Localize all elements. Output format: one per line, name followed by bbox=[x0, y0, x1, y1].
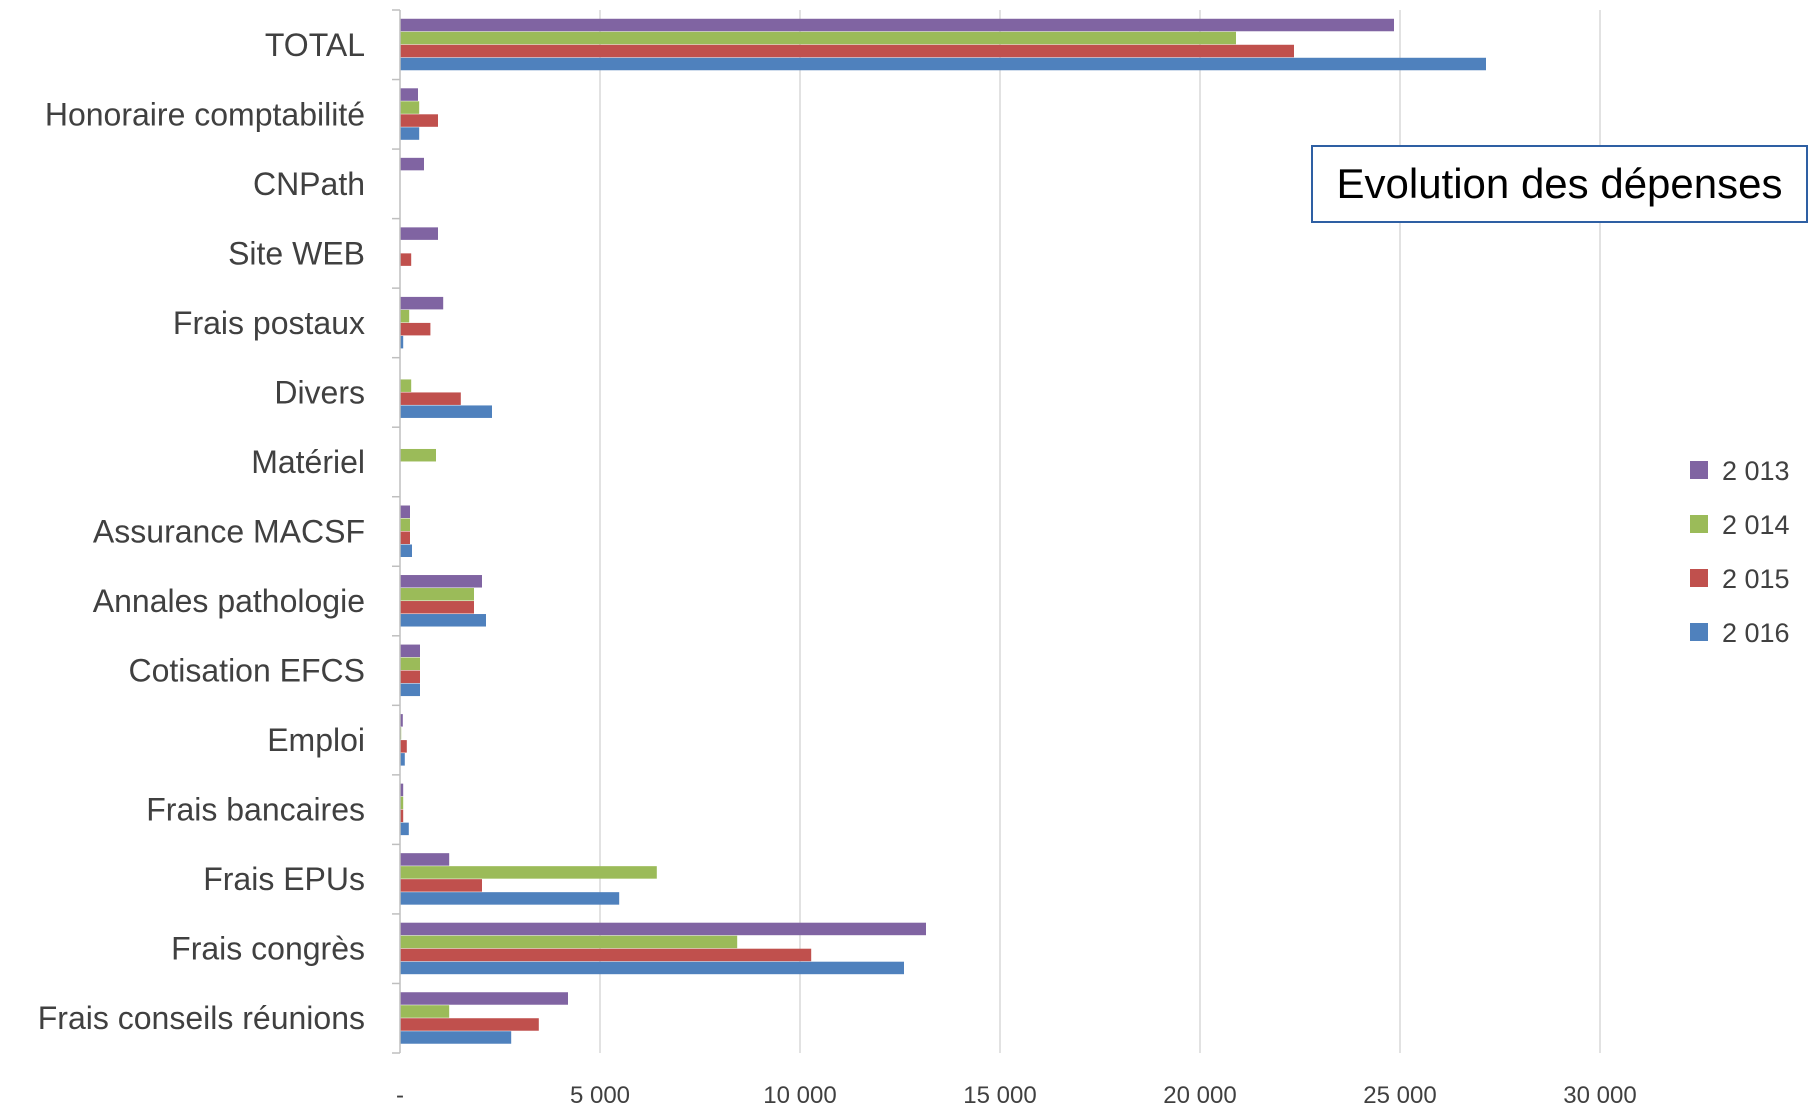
legend-swatch bbox=[1690, 461, 1708, 479]
bar bbox=[400, 588, 474, 601]
bar bbox=[400, 32, 1236, 45]
bar bbox=[400, 601, 474, 614]
legend-label: 2 015 bbox=[1722, 564, 1790, 594]
chart-title-box: Evolution des dépenses bbox=[1311, 145, 1808, 223]
bar bbox=[400, 866, 657, 879]
bar bbox=[400, 19, 1394, 32]
bar bbox=[400, 1018, 539, 1031]
bar bbox=[400, 127, 419, 140]
legend-label: 2 014 bbox=[1722, 510, 1790, 540]
bar bbox=[400, 1031, 511, 1044]
x-tick-label: 20 000 bbox=[1163, 1082, 1236, 1109]
x-tick-label: 15 000 bbox=[963, 1082, 1036, 1109]
bar bbox=[400, 88, 418, 101]
bar bbox=[400, 740, 407, 753]
bar bbox=[400, 645, 420, 658]
category-label: Annales pathologie bbox=[93, 583, 365, 619]
bar bbox=[400, 101, 419, 114]
bar bbox=[400, 684, 420, 697]
bar bbox=[400, 892, 619, 905]
bar bbox=[400, 853, 449, 866]
category-label: Matériel bbox=[251, 444, 365, 480]
category-label: Frais EPUs bbox=[203, 861, 365, 897]
bar bbox=[400, 962, 904, 975]
category-label: Honoraire comptabilité bbox=[45, 96, 365, 132]
bar bbox=[400, 532, 410, 545]
axes bbox=[392, 10, 400, 1053]
bar bbox=[400, 392, 461, 405]
legend-label: 2 013 bbox=[1722, 456, 1790, 486]
bar bbox=[400, 879, 482, 892]
bar bbox=[400, 923, 926, 936]
bar bbox=[400, 575, 482, 588]
bar bbox=[400, 545, 412, 558]
bar bbox=[400, 323, 430, 336]
legend: 2 013 2 014 2 015 2 016 bbox=[1690, 456, 1790, 648]
legend-swatch bbox=[1690, 569, 1708, 587]
legend-label: 2 016 bbox=[1722, 618, 1790, 648]
category-label: Frais congrès bbox=[171, 931, 365, 967]
bar bbox=[400, 506, 410, 519]
category-label: Frais bancaires bbox=[146, 792, 365, 828]
legend-swatch bbox=[1690, 515, 1708, 533]
category-label: Frais conseils réunions bbox=[38, 1000, 365, 1036]
category-labels: TOTAL Honoraire comptabilité CNPath Site WE… bbox=[38, 27, 365, 1036]
bar bbox=[400, 671, 420, 684]
bar bbox=[400, 519, 410, 532]
chart-title: Evolution des dépenses bbox=[1337, 160, 1783, 208]
x-tick-label: 10 000 bbox=[763, 1082, 836, 1109]
bar bbox=[400, 449, 436, 462]
bar bbox=[400, 253, 411, 266]
x-tick-labels: - 5 000 10 000 15 000 20 000 25 000 30 000 bbox=[396, 1082, 1637, 1109]
bar bbox=[400, 405, 492, 418]
category-label: Site WEB bbox=[228, 235, 365, 271]
x-tick-label: 5 000 bbox=[570, 1082, 630, 1109]
category-label: Frais postaux bbox=[173, 305, 365, 341]
bar bbox=[400, 992, 568, 1005]
bar bbox=[400, 1005, 449, 1018]
category-label: Emploi bbox=[267, 722, 365, 758]
bar bbox=[400, 45, 1294, 58]
bar bbox=[400, 114, 438, 127]
x-tick-label: 25 000 bbox=[1363, 1082, 1436, 1109]
bar bbox=[400, 58, 1486, 70]
category-label: Divers bbox=[274, 374, 365, 410]
bar bbox=[400, 158, 424, 171]
category-label: Cotisation EFCS bbox=[128, 653, 365, 689]
bar bbox=[400, 823, 409, 836]
bar bbox=[400, 949, 811, 962]
category-label: TOTAL bbox=[265, 27, 365, 63]
bar bbox=[400, 379, 411, 392]
bar bbox=[400, 310, 409, 323]
bar bbox=[400, 658, 420, 671]
x-tick-label: - bbox=[396, 1082, 404, 1109]
bar bbox=[400, 614, 486, 627]
x-tick-label: 30 000 bbox=[1563, 1082, 1636, 1109]
bar bbox=[400, 297, 443, 310]
bar bbox=[400, 936, 737, 949]
category-label: Assurance MACSF bbox=[93, 514, 365, 550]
category-label: CNPath bbox=[253, 166, 365, 202]
bar bbox=[400, 227, 438, 240]
legend-swatch bbox=[1690, 623, 1708, 641]
